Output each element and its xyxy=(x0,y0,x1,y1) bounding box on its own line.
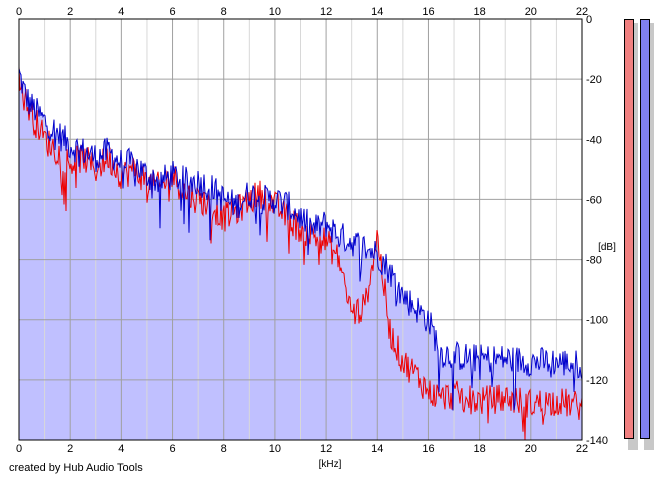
x-tick-label-top: 20 xyxy=(525,6,537,18)
y-tick-label: -20 xyxy=(586,74,602,86)
plot-frame xyxy=(18,18,583,441)
y-tick-labels: 0 -20 -40 -60 -80 -100 -120 -140 xyxy=(586,14,608,447)
blue-channel-line xyxy=(18,68,583,411)
y-tick-label: -40 xyxy=(586,134,602,146)
y-tick-label: -140 xyxy=(586,435,608,447)
x-tick-label-bottom: 22 xyxy=(576,443,588,455)
x-tick-label-top: 18 xyxy=(474,6,486,18)
x-tick-label-bottom: 4 xyxy=(118,443,124,455)
x-tick-label-bottom: 16 xyxy=(422,443,434,455)
x-tick-label-top: 14 xyxy=(371,6,383,18)
left-level-meter xyxy=(624,19,634,439)
x-tick-label-bottom: 20 xyxy=(525,443,537,455)
right-level-meter xyxy=(640,19,650,439)
y-tick-label: -120 xyxy=(586,375,608,387)
x-tick-label-bottom: 10 xyxy=(269,443,281,455)
y-tick-label: 0 xyxy=(586,14,592,26)
x-tick-label-top: 8 xyxy=(221,6,227,18)
x-tick-label-bottom: 14 xyxy=(371,443,383,455)
x-tick-label-top: 0 xyxy=(16,6,22,18)
x-tick-label-top: 6 xyxy=(169,6,175,18)
x-tick-label-bottom: 18 xyxy=(474,443,486,455)
x-axis-label: [kHz] xyxy=(319,459,342,470)
x-tick-label-bottom: 12 xyxy=(320,443,332,455)
y-tick-label: -80 xyxy=(586,255,602,267)
x-tick-label-top: 10 xyxy=(269,6,281,18)
x-tick-labels-bottom: 0 2 4 6 8 10 12 14 16 18 20 22 xyxy=(16,443,588,455)
y-tick-label: -100 xyxy=(586,315,608,327)
x-tick-label-bottom: 2 xyxy=(67,443,73,455)
x-tick-label-bottom: 6 xyxy=(169,443,175,455)
series-layer xyxy=(18,66,583,441)
y-axis-label: [dB] xyxy=(598,242,616,253)
x-tick-label-bottom: 0 xyxy=(16,443,22,455)
x-tick-label-top: 12 xyxy=(320,6,332,18)
x-tick-labels-top: 0 2 4 6 8 10 12 14 16 18 20 22 xyxy=(16,6,588,18)
x-tick-label-top: 2 xyxy=(67,6,73,18)
y-tick-label: -60 xyxy=(586,194,602,206)
x-tick-label-top: 22 xyxy=(576,6,588,18)
x-tick-label-top: 4 xyxy=(118,6,124,18)
x-tick-label-bottom: 8 xyxy=(221,443,227,455)
credit-text: created by Hub Audio Tools xyxy=(9,462,143,474)
plot-border xyxy=(18,18,583,441)
x-tick-label-top: 16 xyxy=(422,6,434,18)
